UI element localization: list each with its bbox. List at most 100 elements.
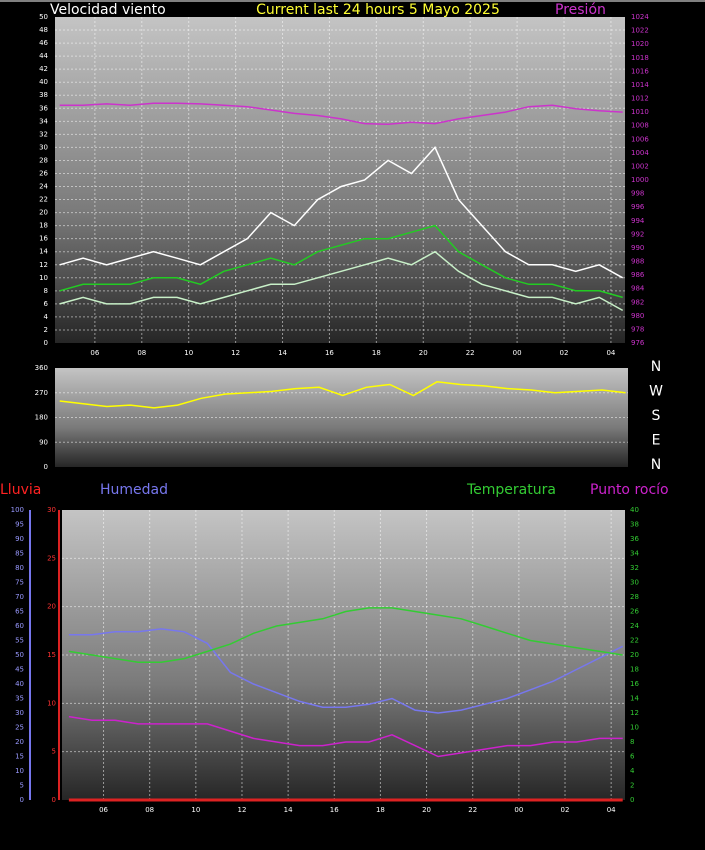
y2-tick-label: 40 xyxy=(630,506,639,514)
y2-tick-label: 14 xyxy=(630,695,639,703)
x-tick-label: 20 xyxy=(422,806,431,814)
y3-tick-label: 20 xyxy=(47,603,56,611)
y2-tick-label: 1014 xyxy=(631,81,649,89)
y2-tick-label: 22 xyxy=(630,637,639,645)
y2-tick-label: 0 xyxy=(630,796,634,804)
series-line xyxy=(59,381,626,409)
y2-tick-label: 36 xyxy=(630,535,639,543)
y-tick-label: 75 xyxy=(15,579,24,587)
series-line xyxy=(59,224,623,299)
series-line xyxy=(68,628,624,714)
x-tick-label: 10 xyxy=(184,349,193,357)
y-tick-label: 270 xyxy=(35,389,48,397)
y2-tick-label: 20 xyxy=(630,651,639,659)
header-label: Presión xyxy=(555,2,606,18)
y-tick-label: 65 xyxy=(15,608,24,616)
y-tick-label: 48 xyxy=(39,26,48,34)
compass-label: N xyxy=(651,359,661,375)
x-tick-label: 14 xyxy=(278,349,287,357)
y-tick-label: 12 xyxy=(39,261,48,269)
x-tick-label: 16 xyxy=(330,806,339,814)
y-tick-label: 28 xyxy=(39,156,48,164)
y2-tick-label: 1022 xyxy=(631,27,649,35)
y2-tick-label: 996 xyxy=(631,203,645,211)
y-tick-label: 16 xyxy=(39,235,48,243)
y-tick-label: 34 xyxy=(39,117,48,125)
series-line xyxy=(59,146,624,279)
y-tick-label: 90 xyxy=(39,438,48,446)
y-tick-label: 80 xyxy=(15,564,24,572)
header-label: Velocidad viento xyxy=(50,2,166,18)
y-tick-label: 24 xyxy=(39,183,48,191)
y3-tick-label: 0 xyxy=(52,796,56,804)
x-tick-label: 02 xyxy=(560,349,569,357)
y2-tick-label: 2 xyxy=(630,782,634,790)
y2-tick-label: 980 xyxy=(631,312,644,320)
y2-tick-label: 1016 xyxy=(631,67,649,75)
y-tick-label: 4 xyxy=(44,313,49,321)
y-tick-label: 10 xyxy=(15,767,24,775)
series-line xyxy=(59,250,624,312)
y2-tick-label: 992 xyxy=(631,230,644,238)
y2-tick-label: 12 xyxy=(630,709,639,717)
compass-label: W xyxy=(649,384,663,400)
header-label: Temperatura xyxy=(466,482,556,498)
header-label: Lluvia xyxy=(0,482,41,498)
x-tick-label: 02 xyxy=(561,806,570,814)
y2-tick-label: 984 xyxy=(631,285,645,293)
y2-tick-label: 6 xyxy=(630,753,635,761)
y3-tick-label: 30 xyxy=(47,506,56,514)
y-tick-label: 36 xyxy=(39,104,48,112)
y2-tick-label: 4 xyxy=(630,767,635,775)
y3-tick-label: 10 xyxy=(47,699,56,707)
y2-tick-label: 976 xyxy=(631,339,645,347)
y-tick-label: 20 xyxy=(39,209,48,217)
y2-tick-label: 34 xyxy=(630,550,639,558)
y-tick-label: 20 xyxy=(15,738,24,746)
y-tick-label: 44 xyxy=(39,52,48,60)
y-tick-label: 14 xyxy=(39,248,48,256)
x-tick-label: 16 xyxy=(325,349,334,357)
header-label: Humedad xyxy=(100,482,168,498)
y-tick-label: 50 xyxy=(15,651,24,659)
y-tick-label: 70 xyxy=(15,593,24,601)
x-tick-label: 18 xyxy=(372,349,381,357)
y2-tick-label: 1002 xyxy=(631,162,649,170)
x-tick-label: 06 xyxy=(90,349,99,357)
header-label: Current last 24 hours 5 Mayo 2025 xyxy=(256,2,500,18)
y-tick-label: 8 xyxy=(44,287,48,295)
y2-tick-label: 988 xyxy=(631,258,644,266)
y2-tick-label: 1024 xyxy=(631,13,649,21)
y2-tick-label: 1012 xyxy=(631,95,649,103)
y2-tick-label: 982 xyxy=(631,298,644,306)
y2-tick-label: 26 xyxy=(630,608,639,616)
y-tick-label: 0 xyxy=(44,339,48,347)
x-tick-label: 14 xyxy=(284,806,293,814)
y2-tick-label: 16 xyxy=(630,680,639,688)
y-tick-label: 32 xyxy=(39,130,48,138)
series-line xyxy=(59,102,623,126)
y-tick-label: 26 xyxy=(39,169,48,177)
x-tick-label: 10 xyxy=(191,806,200,814)
x-tick-label: 18 xyxy=(376,806,385,814)
plot-area xyxy=(55,17,625,343)
y-tick-label: 35 xyxy=(15,695,24,703)
y-tick-label: 100 xyxy=(11,506,24,514)
y-tick-label: 95 xyxy=(15,521,24,529)
y2-tick-label: 1008 xyxy=(631,122,649,130)
series-line xyxy=(68,607,623,664)
y-tick-label: 6 xyxy=(44,300,49,308)
y-tick-label: 2 xyxy=(44,326,48,334)
y2-tick-label: 1004 xyxy=(631,149,649,157)
x-tick-label: 06 xyxy=(99,806,108,814)
x-tick-label: 00 xyxy=(514,806,523,814)
y-tick-label: 0 xyxy=(20,796,24,804)
x-tick-label: 08 xyxy=(145,806,154,814)
y2-tick-label: 990 xyxy=(631,244,644,252)
y2-tick-label: 1006 xyxy=(631,135,649,143)
y3-tick-label: 15 xyxy=(47,651,56,659)
y2-tick-label: 1020 xyxy=(631,40,649,48)
y-tick-label: 50 xyxy=(39,13,48,21)
